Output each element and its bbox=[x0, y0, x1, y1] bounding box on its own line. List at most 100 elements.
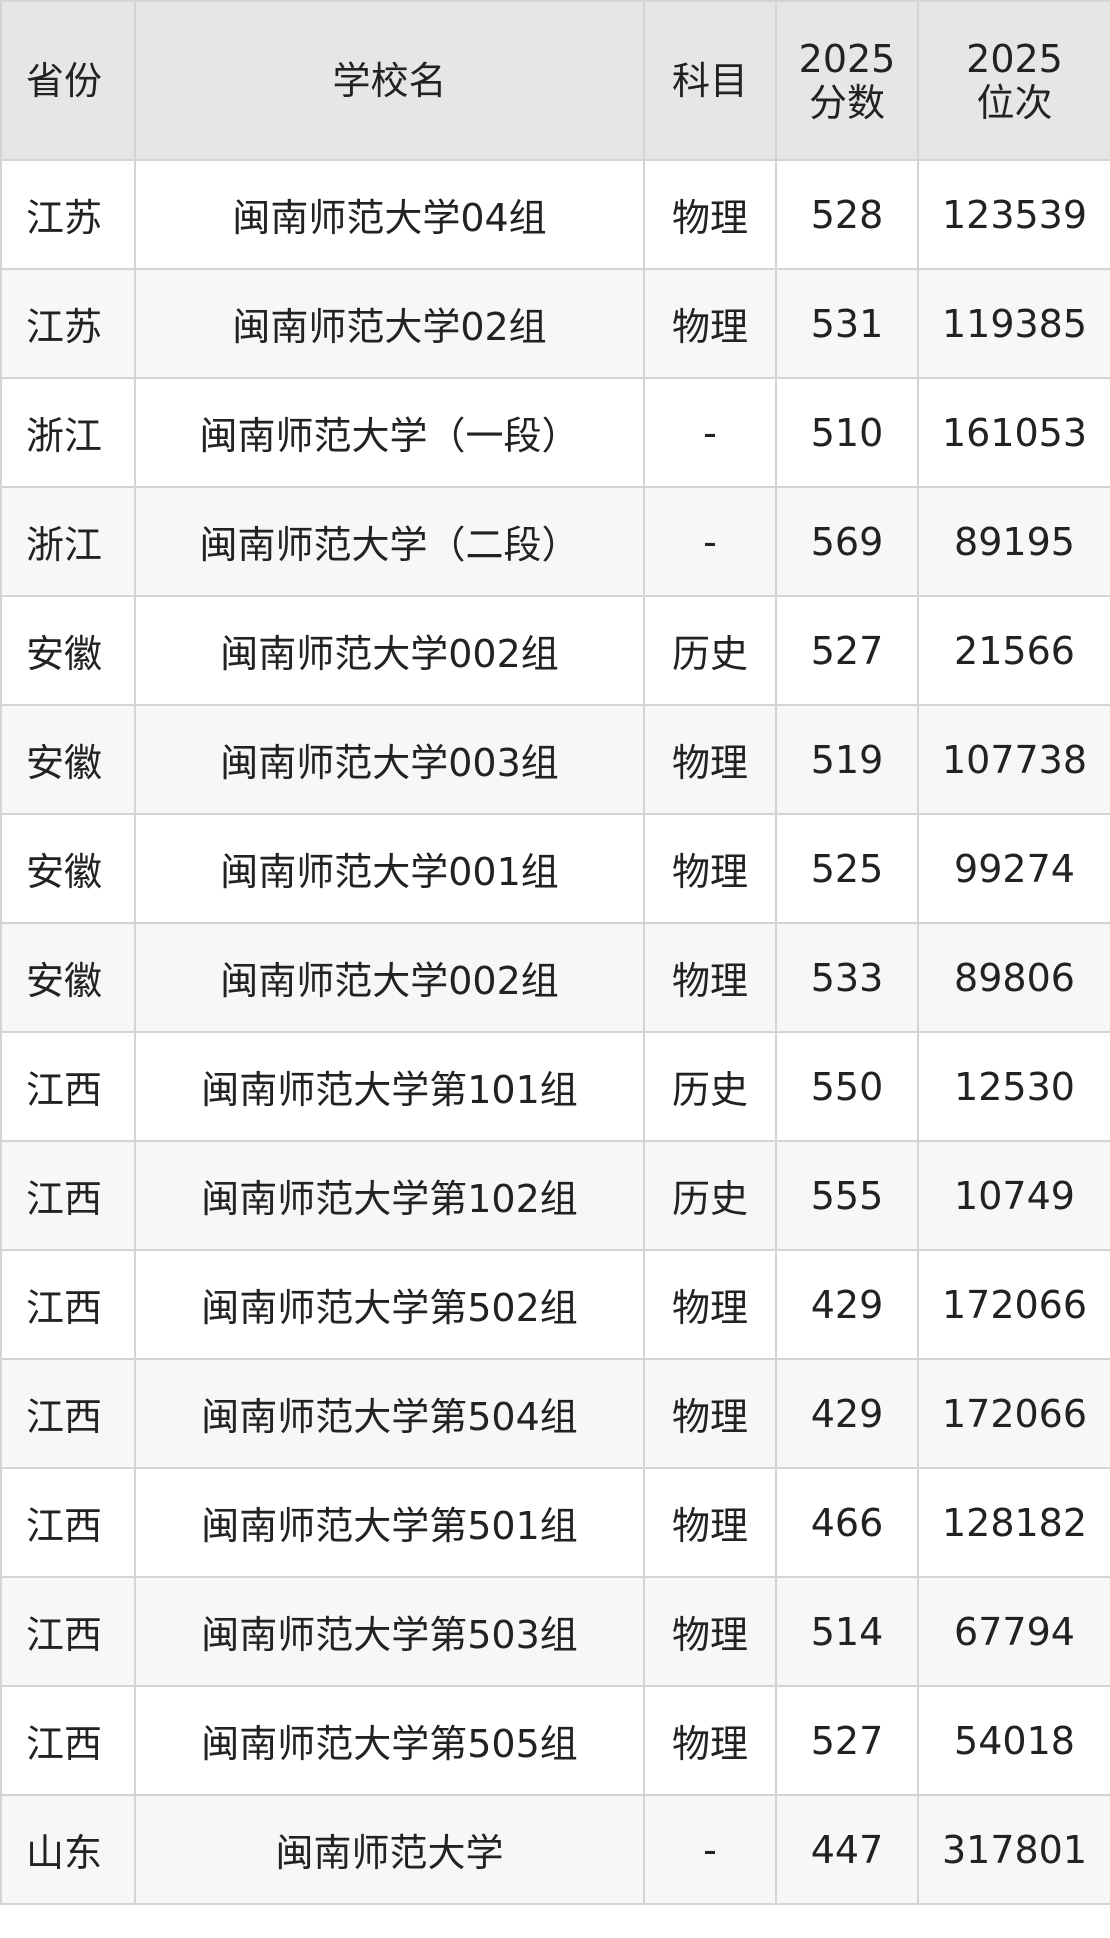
cell-subject: 物理 bbox=[643, 1249, 777, 1360]
header-score: 2025 分数 bbox=[775, 0, 919, 161]
cell-rank: 119385 bbox=[917, 268, 1110, 379]
cell-rank: 172066 bbox=[917, 1358, 1110, 1469]
table-row: 江西 闽南师范大学第505组 物理 527 54018 bbox=[0, 1685, 1110, 1796]
cell-school: 闽南师范大学003组 bbox=[134, 704, 645, 815]
cell-score: 533 bbox=[775, 922, 919, 1033]
header-rank-label: 位次 bbox=[976, 80, 1053, 125]
header-province: 省份 bbox=[0, 0, 136, 161]
cell-subject: 物理 bbox=[643, 159, 777, 270]
cell-province: 江西 bbox=[0, 1249, 136, 1360]
cell-subject: 物理 bbox=[643, 1685, 777, 1796]
cell-province: 江西 bbox=[0, 1467, 136, 1578]
cell-score: 527 bbox=[775, 595, 919, 706]
header-school: 学校名 bbox=[134, 0, 645, 161]
cell-school: 闽南师范大学第102组 bbox=[134, 1140, 645, 1251]
header-row: 省份 学校名 科目 2025 分数 2025 位次 bbox=[0, 0, 1110, 161]
cell-score: 510 bbox=[775, 377, 919, 488]
cell-score: 550 bbox=[775, 1031, 919, 1142]
cell-subject: 物理 bbox=[643, 704, 777, 815]
header-rank-year: 2025 bbox=[966, 36, 1063, 81]
cell-province: 江苏 bbox=[0, 159, 136, 270]
cell-subject: - bbox=[643, 377, 777, 488]
cell-score: 447 bbox=[775, 1794, 919, 1905]
table-row: 江西 闽南师范大学第102组 历史 555 10749 bbox=[0, 1140, 1110, 1251]
cell-school: 闽南师范大学002组 bbox=[134, 595, 645, 706]
cell-rank: 12530 bbox=[917, 1031, 1110, 1142]
table-row: 安徽 闽南师范大学001组 物理 525 99274 bbox=[0, 813, 1110, 924]
cell-province: 安徽 bbox=[0, 922, 136, 1033]
cell-subject: 历史 bbox=[643, 1140, 777, 1251]
cell-score: 531 bbox=[775, 268, 919, 379]
cell-score: 466 bbox=[775, 1467, 919, 1578]
table-row: 安徽 闽南师范大学002组 历史 527 21566 bbox=[0, 595, 1110, 706]
cell-rank: 10749 bbox=[917, 1140, 1110, 1251]
cell-school: 闽南师范大学002组 bbox=[134, 922, 645, 1033]
cell-rank: 21566 bbox=[917, 595, 1110, 706]
cell-subject: - bbox=[643, 1794, 777, 1905]
header-score-label: 分数 bbox=[808, 80, 885, 125]
cell-rank: 107738 bbox=[917, 704, 1110, 815]
cell-rank: 123539 bbox=[917, 159, 1110, 270]
cell-province: 江苏 bbox=[0, 268, 136, 379]
cell-rank: 317801 bbox=[917, 1794, 1110, 1905]
cell-rank: 67794 bbox=[917, 1576, 1110, 1687]
table-row: 江苏 闽南师范大学02组 物理 531 119385 bbox=[0, 268, 1110, 379]
cell-province: 安徽 bbox=[0, 595, 136, 706]
cell-school: 闽南师范大学02组 bbox=[134, 268, 645, 379]
table-row: 浙江 闽南师范大学（一段） -510 161053 bbox=[0, 377, 1110, 488]
cell-school: 闽南师范大学第502组 bbox=[134, 1249, 645, 1360]
table-row: 江苏 闽南师范大学04组 物理 528 123539 bbox=[0, 159, 1110, 270]
cell-province: 江西 bbox=[0, 1685, 136, 1796]
cell-school: 闽南师范大学第501组 bbox=[134, 1467, 645, 1578]
cell-subject: 物理 bbox=[643, 1467, 777, 1578]
cell-province: 安徽 bbox=[0, 813, 136, 924]
table-row: 安徽 闽南师范大学002组 物理 533 89806 bbox=[0, 922, 1110, 1033]
cell-rank: 172066 bbox=[917, 1249, 1110, 1360]
cell-subject: 物理 bbox=[643, 922, 777, 1033]
cell-school: 闽南师范大学第505组 bbox=[134, 1685, 645, 1796]
cell-subject: 历史 bbox=[643, 595, 777, 706]
cell-score: 555 bbox=[775, 1140, 919, 1251]
cell-rank: 54018 bbox=[917, 1685, 1110, 1796]
table-row: 江西 闽南师范大学第504组 物理 429 172066 bbox=[0, 1358, 1110, 1469]
cell-school: 闽南师范大学04组 bbox=[134, 159, 645, 270]
cell-score: 429 bbox=[775, 1358, 919, 1469]
cell-subject: 物理 bbox=[643, 1576, 777, 1687]
cell-rank: 89195 bbox=[917, 486, 1110, 597]
cell-subject: - bbox=[643, 486, 777, 597]
cell-school: 闽南师范大学 bbox=[134, 1794, 645, 1905]
cell-subject: 物理 bbox=[643, 268, 777, 379]
cell-score: 429 bbox=[775, 1249, 919, 1360]
table-row: 安徽 闽南师范大学003组 物理 519 107738 bbox=[0, 704, 1110, 815]
cell-rank: 161053 bbox=[917, 377, 1110, 488]
table-row: 江西 闽南师范大学第101组 历史 550 12530 bbox=[0, 1031, 1110, 1142]
cell-school: 闽南师范大学001组 bbox=[134, 813, 645, 924]
cell-province: 浙江 bbox=[0, 486, 136, 597]
cell-score: 569 bbox=[775, 486, 919, 597]
cell-school: 闽南师范大学第101组 bbox=[134, 1031, 645, 1142]
cell-subject: 物理 bbox=[643, 813, 777, 924]
table-row: 山东 闽南师范大学 -447 317801 bbox=[0, 1794, 1110, 1905]
cell-province: 江西 bbox=[0, 1031, 136, 1142]
cell-school: 闽南师范大学第503组 bbox=[134, 1576, 645, 1687]
header-score-year: 2025 bbox=[798, 36, 896, 81]
header-rank: 2025 位次 bbox=[917, 0, 1110, 161]
cell-school: 闽南师范大学（一段） bbox=[134, 377, 645, 488]
cell-score: 514 bbox=[775, 1576, 919, 1687]
cell-province: 安徽 bbox=[0, 704, 136, 815]
cell-province: 江西 bbox=[0, 1140, 136, 1251]
header-subject: 科目 bbox=[643, 0, 777, 161]
cell-score: 527 bbox=[775, 1685, 919, 1796]
cell-province: 江西 bbox=[0, 1576, 136, 1687]
table-row: 浙江 闽南师范大学（二段） -569 89195 bbox=[0, 486, 1110, 597]
cell-rank: 89806 bbox=[917, 922, 1110, 1033]
cell-rank: 99274 bbox=[917, 813, 1110, 924]
cell-score: 525 bbox=[775, 813, 919, 924]
cell-subject: 物理 bbox=[643, 1358, 777, 1469]
cell-score: 528 bbox=[775, 159, 919, 270]
table-row: 江西 闽南师范大学第501组 物理 466 128182 bbox=[0, 1467, 1110, 1578]
cell-school: 闽南师范大学第504组 bbox=[134, 1358, 645, 1469]
cell-subject: 历史 bbox=[643, 1031, 777, 1142]
cell-rank: 128182 bbox=[917, 1467, 1110, 1578]
